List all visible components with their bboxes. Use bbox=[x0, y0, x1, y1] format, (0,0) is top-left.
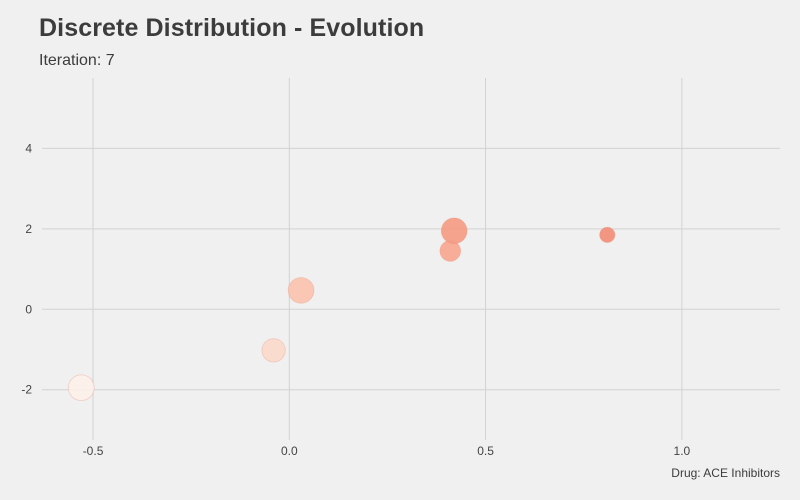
chart-title: Discrete Distribution - Evolution bbox=[39, 14, 425, 42]
x-tick-labels: -0.5 0.0 0.5 1.0 bbox=[83, 444, 691, 458]
chart-subtitle: Iteration: 7 bbox=[39, 52, 115, 69]
y-tick-label: 4 bbox=[25, 141, 32, 155]
x-tick-label: 0.5 bbox=[477, 444, 494, 458]
data-point bbox=[440, 217, 468, 245]
data-point bbox=[599, 226, 616, 243]
x-tick-label: 0.0 bbox=[281, 444, 298, 458]
x-tick-label: -0.5 bbox=[83, 444, 104, 458]
y-gridlines bbox=[42, 147, 780, 391]
x-tick-label: 1.0 bbox=[674, 444, 691, 458]
data-point bbox=[287, 277, 315, 304]
data-point bbox=[67, 374, 95, 402]
x-gridlines bbox=[92, 78, 683, 440]
data-point bbox=[261, 338, 286, 363]
y-tick-labels: -2 0 2 4 bbox=[21, 141, 32, 396]
y-tick-label: -2 bbox=[21, 383, 32, 397]
chart-caption: Drug: ACE Inhibitors bbox=[671, 466, 780, 480]
y-tick-label: 2 bbox=[25, 222, 32, 236]
y-tick-label: 0 bbox=[25, 302, 32, 316]
data-points bbox=[67, 217, 616, 402]
